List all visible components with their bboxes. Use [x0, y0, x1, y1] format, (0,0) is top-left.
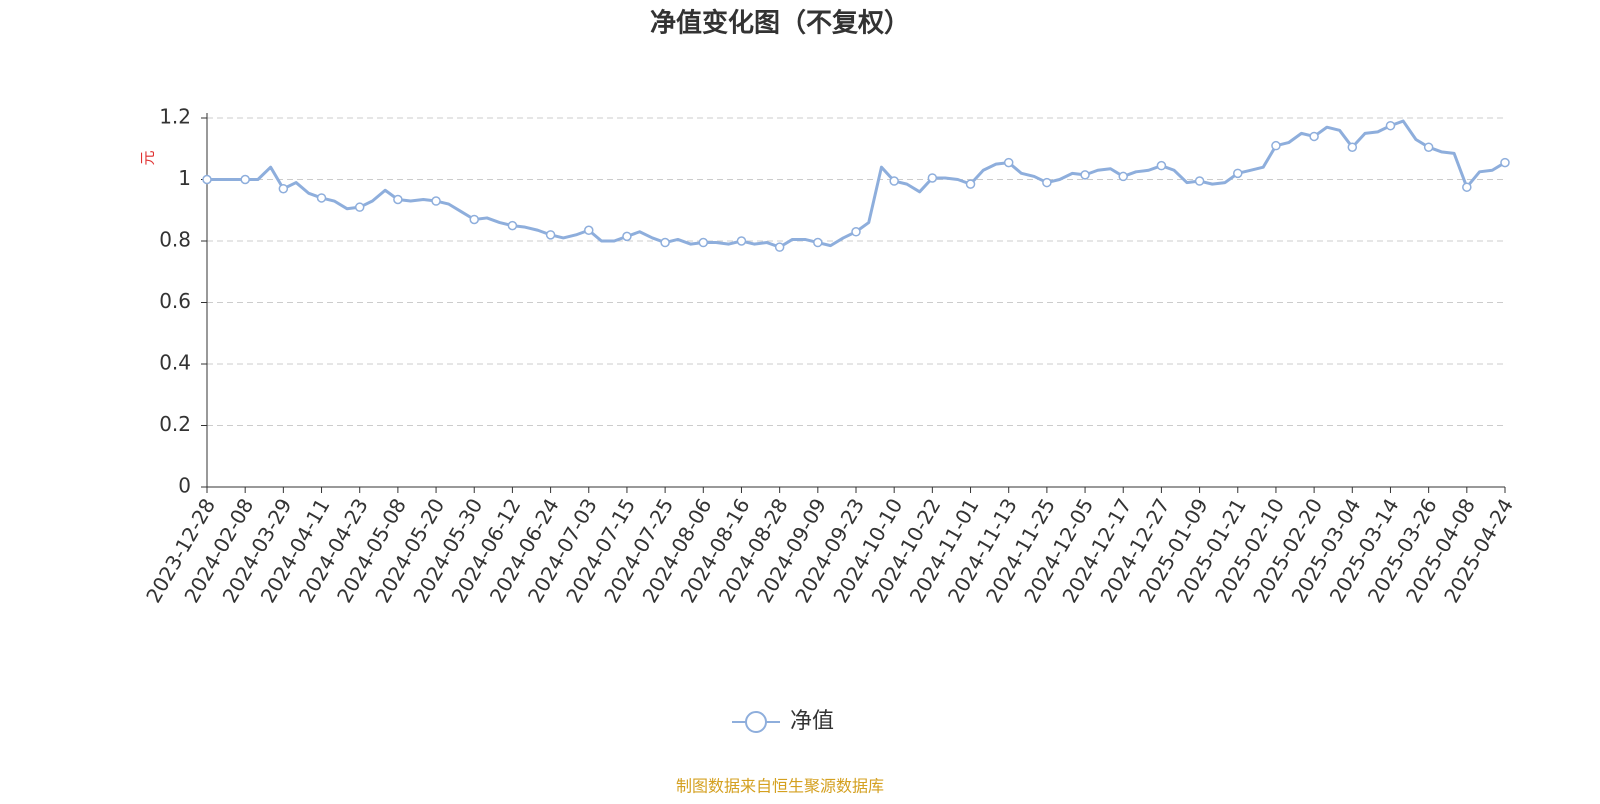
point — [1309, 131, 1319, 142]
point — [1462, 182, 1472, 192]
point — [622, 231, 632, 242]
chart-title: 净值变化图（不复权） — [650, 8, 910, 39]
point — [393, 194, 403, 205]
point — [1118, 171, 1128, 182]
point — [507, 220, 518, 231]
point — [851, 227, 861, 237]
point — [660, 237, 670, 248]
point — [1156, 160, 1167, 171]
point — [1003, 157, 1014, 168]
point — [1347, 142, 1358, 152]
legend-marker — [745, 711, 767, 733]
point — [813, 237, 823, 248]
y-tick-label: 0.4 — [159, 351, 191, 375]
source-note: 制图数据来自恒生聚源数据库 — [676, 777, 884, 796]
point — [1385, 120, 1396, 131]
point — [316, 193, 327, 203]
point — [584, 225, 594, 235]
point — [1423, 142, 1434, 152]
point — [1271, 140, 1281, 151]
y-tick-label: 0.6 — [159, 289, 191, 313]
point — [1194, 176, 1205, 186]
point — [545, 230, 556, 240]
y-tick-label: 1.2 — [159, 105, 191, 129]
point — [1042, 177, 1052, 188]
point — [469, 214, 479, 225]
y-tick-label: 0.2 — [159, 412, 191, 436]
point — [354, 202, 365, 212]
point — [698, 237, 709, 248]
point — [889, 176, 899, 186]
point — [278, 183, 289, 194]
point — [1080, 170, 1090, 180]
point — [1500, 157, 1510, 168]
point — [927, 173, 938, 183]
point — [240, 174, 250, 185]
y-tick-label: 0 — [178, 474, 191, 498]
point — [1233, 168, 1243, 179]
point — [774, 242, 785, 252]
point — [965, 179, 976, 189]
y-tick-label: 1 — [178, 166, 191, 190]
point — [202, 174, 212, 185]
legend-label: 净值 — [790, 709, 834, 734]
point — [431, 196, 441, 206]
point — [736, 236, 747, 246]
y-axis-label: 元 — [139, 150, 157, 165]
y-tick-label: 0.8 — [159, 228, 191, 252]
